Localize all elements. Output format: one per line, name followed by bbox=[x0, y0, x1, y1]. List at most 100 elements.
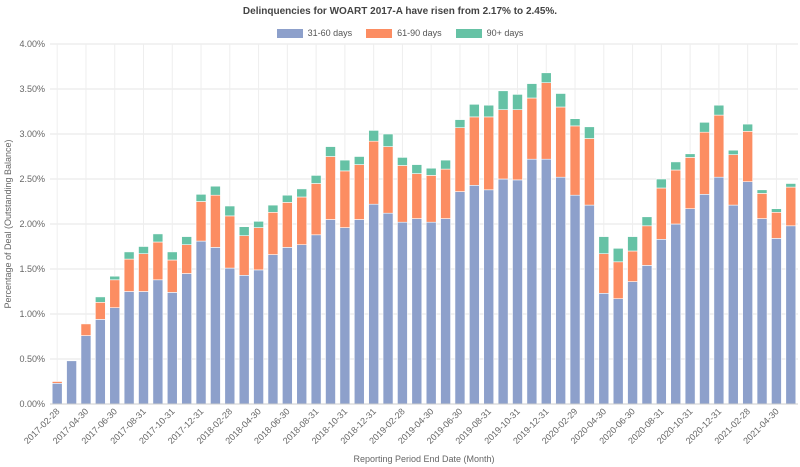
bar-31-60-days bbox=[469, 185, 480, 405]
bar-61-90-days bbox=[80, 323, 92, 336]
y-tick-label: 1.00% bbox=[19, 309, 45, 319]
bar-31-60-days bbox=[353, 219, 365, 405]
bar-61-90-days bbox=[684, 157, 696, 209]
bar-61-90-days bbox=[95, 301, 106, 320]
bar-90-days bbox=[641, 216, 653, 227]
bar-61-90-days bbox=[742, 131, 753, 183]
bar-31-60-days bbox=[339, 227, 351, 405]
bar-90-days bbox=[210, 185, 221, 196]
bar-61-90-days bbox=[512, 109, 523, 181]
y-tick-label: 3.00% bbox=[19, 129, 45, 139]
bar-31-60-days bbox=[699, 194, 710, 405]
bar-90-days bbox=[771, 208, 782, 213]
bar-90-days bbox=[627, 236, 638, 252]
bar-90-days bbox=[756, 189, 768, 194]
bar-90-days bbox=[440, 159, 451, 170]
bar-31-60-days bbox=[684, 208, 696, 405]
bar-90-days bbox=[353, 156, 365, 165]
bar-90-days bbox=[584, 126, 595, 139]
bar-61-90-days bbox=[152, 241, 164, 281]
bar-61-90-days bbox=[382, 146, 394, 214]
bar-61-90-days bbox=[483, 116, 495, 191]
bar-90-days bbox=[454, 119, 466, 128]
bar-61-90-days bbox=[627, 250, 638, 282]
bar-90-days bbox=[138, 246, 149, 254]
bar-90-days bbox=[699, 122, 710, 133]
bar-31-60-days bbox=[584, 204, 595, 405]
bar-61-90-days bbox=[713, 114, 725, 178]
bar-90-days bbox=[166, 251, 178, 261]
bar-31-60-days bbox=[440, 218, 451, 405]
bar-90-days bbox=[497, 90, 509, 111]
legend-swatch bbox=[276, 28, 303, 38]
bar-31-60-days bbox=[325, 219, 336, 405]
bar-61-90-days bbox=[310, 183, 322, 236]
bar-90-days bbox=[181, 236, 192, 246]
bar-31-60-days bbox=[109, 307, 121, 405]
x-axis-label: Reporting Period End Date (Month) bbox=[353, 454, 494, 464]
y-axis-label: Percentage of Deal (Outstanding Balance) bbox=[3, 139, 13, 308]
bar-90-days bbox=[368, 130, 379, 142]
bar-61-90-days bbox=[325, 156, 336, 220]
bar-61-90-days bbox=[656, 187, 667, 240]
bar-61-90-days bbox=[123, 258, 135, 292]
legend-item-61-90[interactable]: 61-90 days bbox=[366, 28, 442, 38]
bar-61-90-days bbox=[756, 193, 768, 219]
legend: 31-60 days 61-90 days 90+ days bbox=[0, 28, 800, 38]
bar-61-90-days bbox=[51, 381, 63, 384]
y-tick-label: 0.50% bbox=[19, 354, 45, 364]
bar-61-90-days bbox=[253, 227, 264, 271]
bar-61-90-days bbox=[138, 253, 149, 292]
bar-31-60-days bbox=[166, 292, 178, 405]
bar-90-days bbox=[526, 83, 538, 99]
y-tick-label: 1.50% bbox=[19, 264, 45, 274]
bar-61-90-days bbox=[411, 173, 423, 219]
bar-61-90-days bbox=[397, 165, 408, 223]
bar-31-60-days bbox=[238, 274, 250, 405]
bar-31-60-days bbox=[210, 247, 221, 405]
bar-61-90-days bbox=[497, 109, 509, 180]
bar-31-60-days bbox=[267, 254, 279, 405]
bar-61-90-days bbox=[727, 154, 739, 206]
bar-31-60-days bbox=[310, 234, 322, 405]
legend-label: 31-60 days bbox=[307, 28, 353, 38]
y-tick-label: 2.50% bbox=[19, 174, 45, 184]
bar-31-60-days bbox=[152, 279, 164, 405]
bar-61-90-days bbox=[526, 97, 538, 160]
bar-31-60-days bbox=[713, 176, 725, 405]
bar-31-60-days bbox=[80, 335, 92, 405]
bar-90-days bbox=[569, 118, 581, 127]
legend-label: 90+ days bbox=[486, 28, 524, 38]
bar-61-90-days bbox=[785, 186, 797, 227]
bar-31-60-days bbox=[51, 382, 63, 405]
bar-61-90-days bbox=[469, 116, 480, 186]
bar-90-days bbox=[339, 159, 351, 172]
bar-90-days bbox=[598, 236, 610, 255]
bar-90-days bbox=[713, 104, 725, 116]
bar-31-60-days bbox=[95, 319, 106, 405]
bar-90-days bbox=[670, 161, 682, 171]
y-tick-label: 0.00% bbox=[19, 399, 45, 409]
bar-90-days bbox=[425, 167, 437, 176]
bar-61-90-days bbox=[224, 215, 236, 269]
bar-90-days bbox=[483, 104, 495, 118]
legend-item-31-60[interactable]: 31-60 days bbox=[276, 28, 353, 38]
bar-31-60-days bbox=[483, 189, 495, 405]
bar-90-days bbox=[253, 221, 264, 228]
bar-31-60-days bbox=[66, 360, 77, 405]
bar-31-60-days bbox=[627, 281, 638, 405]
bar-31-60-days bbox=[368, 203, 379, 405]
bar-31-60-days bbox=[123, 291, 135, 405]
bar-31-60-days bbox=[195, 240, 207, 405]
bar-61-90-days bbox=[296, 196, 308, 246]
bar-31-60-days bbox=[569, 194, 581, 405]
bar-61-90-days bbox=[339, 170, 351, 228]
bar-90-days bbox=[612, 248, 624, 263]
bar-90-days bbox=[469, 104, 480, 118]
bar-61-90-days bbox=[555, 106, 566, 178]
legend-item-90plus[interactable]: 90+ days bbox=[455, 28, 524, 38]
bar-31-60-days bbox=[727, 204, 739, 405]
bar-31-60-days bbox=[641, 265, 653, 405]
bar-90-days bbox=[282, 194, 293, 203]
bar-90-days bbox=[785, 183, 797, 188]
